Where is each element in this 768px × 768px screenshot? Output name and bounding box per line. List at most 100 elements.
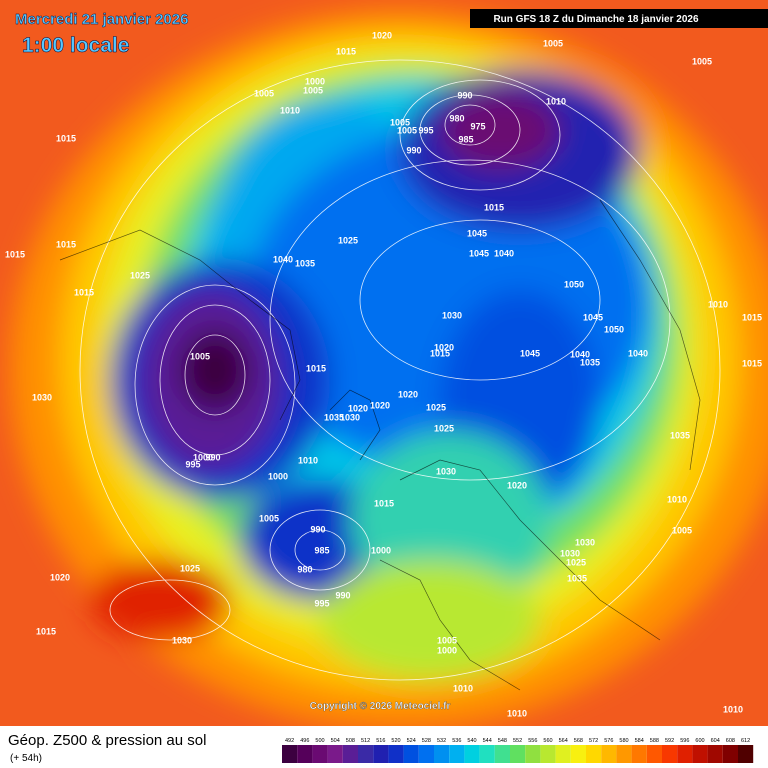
pressure-label: 1020: [370, 400, 390, 410]
pressure-label: 1015: [484, 202, 504, 212]
pressure-label: 1050: [604, 324, 624, 334]
pressure-label: 1025: [426, 402, 446, 412]
pressure-label: 1030: [172, 635, 192, 645]
scale-label: 608: [726, 738, 735, 744]
pressure-label: 1025: [338, 235, 358, 245]
pressure-label: 1000: [437, 645, 457, 655]
pressure-label: 1000: [305, 76, 325, 86]
pressure-label: 1015: [56, 133, 76, 143]
pressure-label: 990: [457, 90, 472, 100]
scale-label: 564: [559, 738, 568, 744]
pressure-label: 1010: [708, 299, 728, 309]
scale-swatch: [722, 745, 738, 763]
pressure-label: 1025: [566, 557, 586, 567]
pressure-label: 1035: [324, 412, 344, 422]
pressure-label: 1005: [303, 85, 323, 95]
run-banner: [470, 9, 768, 28]
pressure-labels: 1020101510051005100010051005101099098097…: [5, 30, 762, 718]
scale-label: 572: [589, 738, 598, 744]
scale-label: 512: [361, 738, 370, 744]
scale-label: 556: [528, 738, 537, 744]
scale-swatch: [494, 745, 510, 763]
scale-swatch: [692, 745, 708, 763]
scale-swatch: [738, 745, 754, 763]
scale-label: 560: [543, 738, 552, 744]
scale-label: 500: [315, 738, 324, 744]
scale-label: 588: [650, 738, 659, 744]
scale-swatch: [418, 745, 434, 763]
pressure-label: 985: [314, 545, 329, 555]
pressure-label: 1005: [543, 38, 563, 48]
scale-label: 580: [619, 738, 628, 744]
scale-swatch: [510, 745, 526, 763]
scale-label: 592: [665, 738, 674, 744]
scale-swatch: [540, 745, 556, 763]
pressure-label: 1045: [469, 248, 489, 258]
pressure-label: 1000: [268, 471, 288, 481]
pressure-label: 990: [406, 145, 421, 155]
scale-label: 508: [346, 738, 355, 744]
pressure-label: 1010: [546, 96, 566, 106]
scale-swatch: [570, 745, 586, 763]
pressure-label: 1015: [742, 312, 762, 322]
date: Mercredi 21 janvier 2026: [15, 11, 188, 28]
pressure-label: 1010: [280, 105, 300, 115]
pressure-label: 1015: [336, 46, 356, 56]
pressure-label: 1010: [723, 704, 743, 714]
pressure-label: 1010: [298, 455, 318, 465]
pressure-label: 1035: [670, 430, 690, 440]
pressure-label: 1045: [583, 312, 603, 322]
pressure-label: 1010: [507, 708, 527, 718]
pressure-label: 1030: [340, 412, 360, 422]
time: 1:00 locale: [22, 34, 129, 57]
pressure-label: 1020: [434, 342, 454, 352]
pressure-label: 1045: [467, 228, 487, 238]
pressure-label: 1030: [442, 310, 462, 320]
scale-swatch: [373, 745, 389, 763]
pressure-label: 1020: [372, 30, 392, 40]
pressure-label: 1040: [628, 348, 648, 358]
scale-label: 540: [467, 738, 476, 744]
pressure-label: 980: [449, 113, 464, 123]
scale-label: 568: [574, 738, 583, 744]
pressure-label: 1005: [397, 125, 417, 135]
scale-swatch: [403, 745, 419, 763]
pressure-label: 1030: [436, 466, 456, 476]
scale-swatch: [434, 745, 450, 763]
scale-label: 600: [695, 738, 704, 744]
scale-swatch: [662, 745, 678, 763]
pressure-label: 1010: [667, 494, 687, 504]
pressure-label: 1015: [374, 498, 394, 508]
pressure-label: 995: [314, 598, 329, 608]
scale-swatch: [631, 745, 647, 763]
scale-swatch: [555, 745, 571, 763]
copyright: Copyright © 2026 Meteociel.fr: [310, 701, 451, 712]
scale-label: 528: [422, 738, 431, 744]
scale-swatch: [282, 745, 298, 763]
scale-swatch: [342, 745, 358, 763]
pressure-label: 1030: [560, 548, 580, 558]
scale-swatch: [358, 745, 374, 763]
pressure-label: 1000: [193, 452, 213, 462]
scale-swatch: [479, 745, 495, 763]
pressure-label: 1025: [130, 270, 150, 280]
run-info: Run GFS 18 Z du Dimanche 18 janvier 2026: [493, 14, 699, 25]
pressure-label: 1005: [437, 635, 457, 645]
pressure-label: 1035: [295, 258, 315, 268]
pressure-label: 985: [458, 134, 473, 144]
pressure-label: 1020: [507, 480, 527, 490]
pressure-label: 1040: [570, 349, 590, 359]
pressure-label: 1005: [190, 351, 210, 361]
pressure-label: 1015: [430, 348, 450, 358]
pressure-label: 975: [470, 121, 485, 131]
color-scale: 492 496 500 504 508 512 516 520 524 528 532 536 540 5…: [282, 738, 754, 763]
pressure-label: 1015: [742, 358, 762, 368]
scale-label: 604: [711, 738, 720, 744]
pressure-label: 1015: [56, 239, 76, 249]
pressure-label: 1005: [254, 88, 274, 98]
scale-label: 596: [680, 738, 689, 744]
pressure-label: 1005: [259, 513, 279, 523]
pressure-label: 1005: [390, 117, 410, 127]
scale-label: 524: [407, 738, 416, 744]
pressure-label: 1025: [434, 423, 454, 433]
